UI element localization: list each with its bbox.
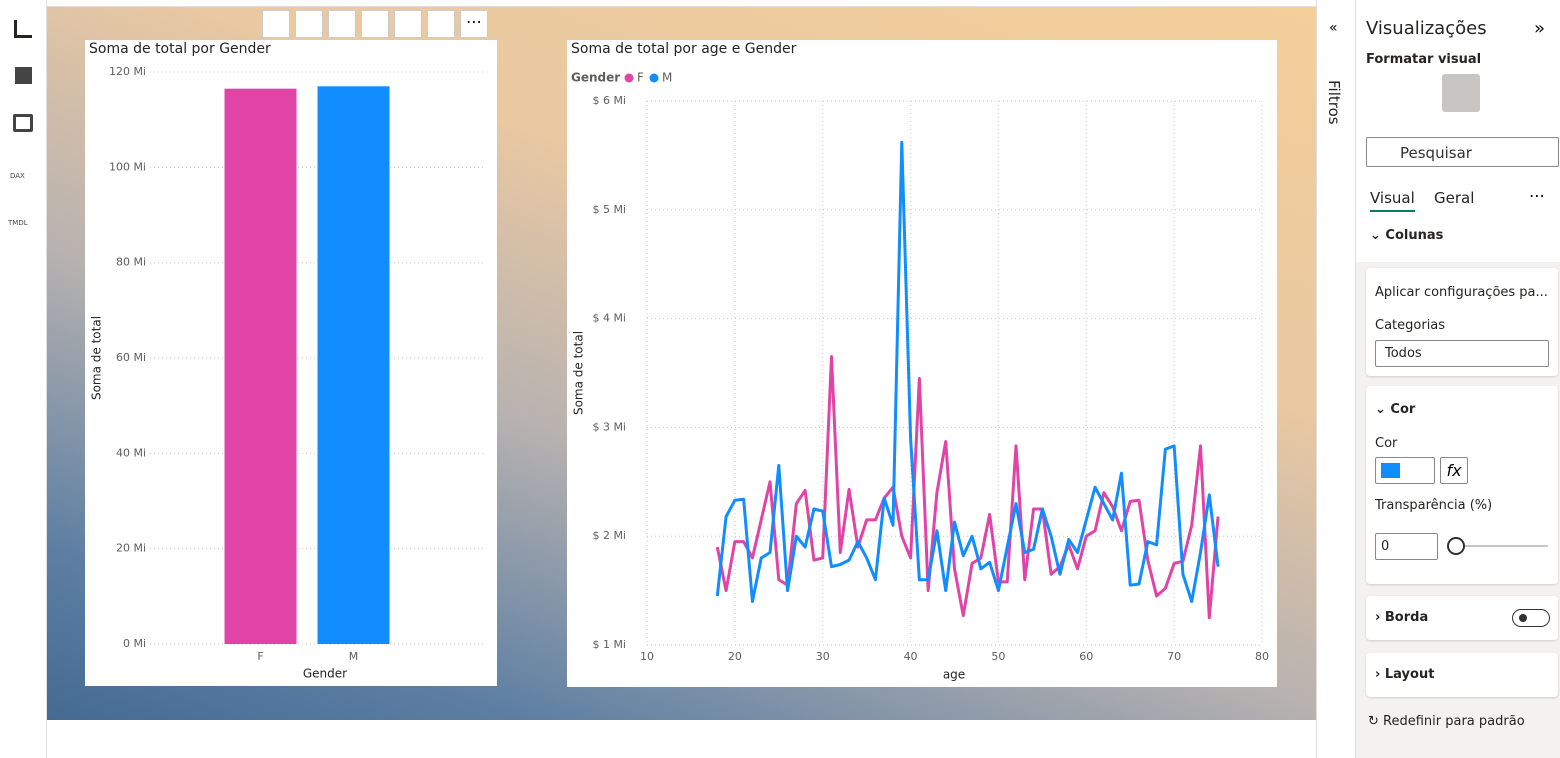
y-tick-label: $ 3 Mi [592,420,626,433]
more-options[interactable]: ⋯ [460,10,488,38]
apply-label: Aplicar configurações pa... [1375,285,1548,300]
y-axis-label: Soma de total [90,316,104,400]
slider-thumb[interactable] [1447,537,1465,555]
legend-marker [649,73,659,83]
expand-all[interactable] [328,10,356,38]
section-label: Colunas [1385,228,1444,243]
y-tick-label: 60 Mi [116,351,146,364]
fx-button[interactable]: fx [1440,457,1468,484]
ribbon [47,0,1316,7]
slider-track[interactable] [1456,545,1548,547]
model-icon[interactable] [13,114,33,132]
y-tick-label: $ 4 Mi [592,312,626,325]
tab[interactable]: Geral [1434,189,1475,207]
format-icon[interactable] [1442,74,1480,112]
viz-pane: Visualizações » Formatar visual Pesquisa… [1356,0,1560,758]
x-axis-label: age [943,668,965,682]
section-title[interactable]: ⌄ Colunas [1370,228,1444,243]
x-tick-label: 20 [728,650,742,663]
table-icon[interactable] [15,67,32,84]
tmdl-icon[interactable]: TMDL [8,219,28,227]
color-swatch [1381,463,1400,478]
report-icon[interactable] [14,20,32,38]
search-placeholder: Pesquisar [1400,144,1472,162]
border-card[interactable]: › Borda [1366,596,1558,640]
x-tick-label: 80 [1255,650,1269,663]
y-tick-label: $ 1 Mi [592,638,626,651]
expand-next[interactable] [361,10,389,38]
line-series [715,140,1220,603]
bar [317,86,390,645]
x-tick-label: 40 [904,650,918,663]
bar [224,88,297,644]
transparency-label: Transparência (%) [1375,498,1493,513]
filters-title[interactable]: Filtros [1325,80,1343,125]
reset-button[interactable]: ↻ Redefinir para padrão [1368,714,1525,729]
y-tick-label: 120 Mi [109,65,146,78]
y-tick-label: 0 Mi [123,637,146,650]
pane-subtitle: Formatar visual [1366,52,1482,67]
tab[interactable]: Visual [1370,189,1415,212]
drill-down[interactable] [295,10,323,38]
collapse-icon[interactable]: « [1329,20,1338,36]
x-tick-label: 60 [1079,650,1093,663]
line-series [715,355,1220,620]
focus-mode[interactable] [427,10,455,38]
legend-marker [624,73,634,83]
y-tick-label: 20 Mi [116,542,146,555]
bar-visual[interactable]: Soma de total por Gender 0 Mi 20 Mi 40 Mi 60… [85,40,497,686]
toggle[interactable] [1512,609,1550,627]
x-tick-label: M [349,650,359,663]
y-axis-label: Soma de total [572,331,586,415]
chart-title: Soma de total por age e Gender [571,41,797,57]
dax-icon[interactable]: DAX [10,172,25,180]
left-nav: DAX TMDL [0,0,47,758]
x-tick-label: 30 [816,650,830,663]
layout-card[interactable]: › Layout [1366,653,1558,697]
visual-toolbar: ⋯ [262,10,497,38]
color-label: Cor [1375,436,1398,451]
y-tick-label: $ 2 Mi [592,529,626,542]
y-tick-label: $ 5 Mi [592,203,626,216]
y-tick-label: 100 Mi [109,160,146,173]
transparency-input[interactable]: 0 [1375,533,1438,560]
input-value: 0 [1381,539,1390,554]
x-tick-label: 70 [1167,650,1181,663]
legend-label: M [662,71,672,85]
pane-title: Visualizações [1366,18,1487,39]
visual-bg [567,40,1277,687]
color-card: ⌄ Cor Cor fx Transparência (%) 0 [1366,386,1558,584]
x-tick-label: 50 [991,650,1005,663]
apply-card: Aplicar configurações pa... Categorias T… [1366,268,1558,376]
x-tick-label: 10 [640,650,654,663]
dropdown-value: Todos [1385,346,1422,361]
line-visual[interactable]: Soma de total por age e Gender Gender F M $ … [567,40,1277,687]
categories-label: Categorias [1375,318,1446,333]
drill-up[interactable] [262,10,290,38]
x-axis-label: Gender [303,667,347,681]
legend-title: Gender [571,71,620,85]
color-section[interactable]: ⌄ Cor [1375,402,1416,417]
chart-title: Soma de total por Gender [89,41,271,57]
y-tick-label: $ 6 Mi [592,94,626,107]
x-tick-label: F [257,650,263,663]
categories-dropdown[interactable]: Todos [1375,340,1549,367]
reset-label: Redefinir para padrão [1383,714,1525,729]
search-box[interactable]: Pesquisar [1366,137,1559,167]
legend-label: F [637,71,644,85]
pane-header [1356,0,1560,262]
layout-label: › Layout [1375,667,1435,682]
filter[interactable] [394,10,422,38]
y-tick-label: 80 Mi [116,256,146,269]
section-label: Borda [1384,610,1429,625]
border-label: › Borda [1375,610,1429,625]
section-label: Cor [1390,402,1416,417]
color-picker[interactable] [1375,457,1435,484]
y-tick-label: 40 Mi [116,446,146,459]
collapse-icon[interactable]: » [1534,18,1546,39]
more-icon[interactable]: ⋯ [1529,186,1545,205]
filters-pane[interactable]: « Filtros [1316,0,1356,758]
section-label: Layout [1384,667,1435,682]
